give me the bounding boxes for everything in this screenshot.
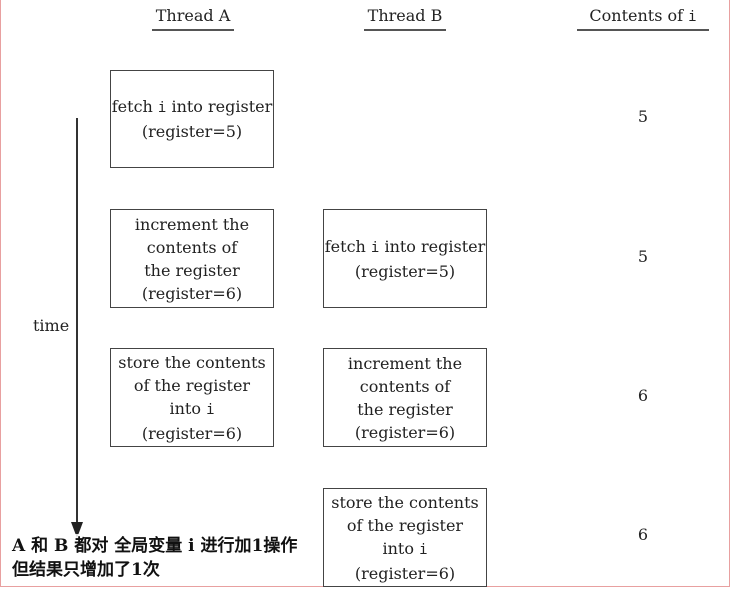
caption-line1: A 和 B 都对 全局变量 i 进行加1操作 <box>12 536 298 556</box>
caption: A 和 B 都对 全局变量 i 进行加1操作 但结果只增加了1次 <box>12 534 298 582</box>
row3-value: 6 <box>637 386 649 405</box>
row3-b-line1: increment the <box>347 353 463 373</box>
row1-value: 5 <box>637 107 649 126</box>
row2-a-line2: contents of <box>146 237 238 257</box>
row2-a-line3: the register <box>144 260 240 280</box>
contents-header-label: Contents of <box>589 6 684 25</box>
row2-b-line2: (register=5) <box>354 261 456 281</box>
row2-value: 5 <box>637 247 649 266</box>
row2-a-line1: increment the <box>134 214 250 234</box>
row2-thread-a-box: increment the contents of the register (… <box>110 209 274 308</box>
row3-b-line3: the register <box>357 399 453 419</box>
row3-b-line4: (register=6) <box>354 422 456 442</box>
row4-thread-b-box: store the contents of the register into … <box>323 488 487 587</box>
time-label: time <box>33 316 70 335</box>
row4-b-line2: of the register <box>346 515 464 535</box>
row3-a-line3: into i <box>169 398 215 418</box>
thread-b-header: Thread B <box>364 6 446 31</box>
contents-header-var: i <box>688 9 697 25</box>
row1-a-line2: (register=5) <box>141 122 243 141</box>
row3-b-line2: contents of <box>359 376 451 396</box>
row2-b-line1: fetch i into register <box>324 236 486 256</box>
contents-header: Contents of i <box>577 6 709 31</box>
row2-thread-b-box: fetch i into register (register=5) <box>323 209 487 308</box>
time-arrow-line <box>76 118 78 524</box>
row4-b-line3: into i <box>382 538 428 558</box>
row4-b-line1: store the contents <box>331 492 479 512</box>
row4-b-line4: (register=6) <box>354 563 456 583</box>
row3-a-line2: of the register <box>133 375 251 395</box>
thread-a-header: Thread A <box>152 6 234 31</box>
row3-thread-a-box: store the contents of the register into … <box>110 348 274 447</box>
caption-line2: 但结果只增加了1次 <box>12 560 160 580</box>
row1-a-line1: fetch i into register <box>111 97 273 116</box>
row2-a-line4: (register=6) <box>141 283 243 303</box>
row3-thread-b-box: increment the contents of the register (… <box>323 348 487 447</box>
row4-value: 6 <box>637 525 649 544</box>
thread-b-header-label: Thread B <box>367 6 443 25</box>
thread-a-header-label: Thread A <box>155 6 231 25</box>
row1-thread-a-box: fetch i into register (register=5) <box>110 70 274 168</box>
row3-a-line1: store the contents <box>118 352 266 372</box>
row3-a-line4: (register=6) <box>141 423 243 443</box>
